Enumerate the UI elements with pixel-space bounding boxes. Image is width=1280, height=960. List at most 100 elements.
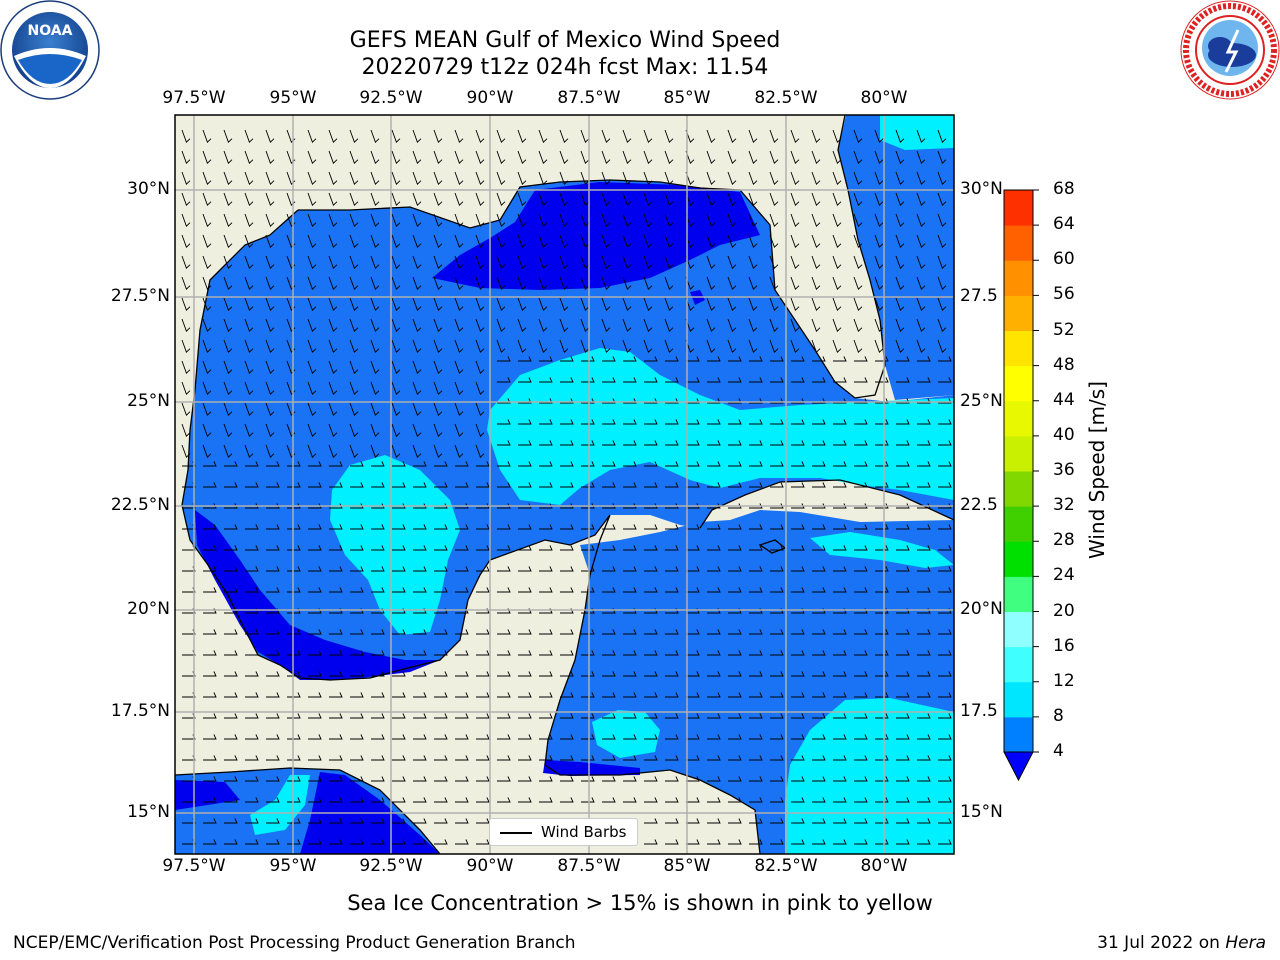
wind-barb	[518, 650, 532, 656]
wind-barb	[643, 255, 653, 270]
wind-barb	[454, 255, 464, 270]
wind-barb	[454, 171, 464, 186]
wind-barb	[832, 213, 842, 228]
wind-barb	[413, 776, 427, 782]
wind-barb	[602, 587, 616, 593]
wind-barb	[539, 461, 553, 467]
wind-barb	[853, 213, 863, 228]
wind-barb	[454, 276, 464, 291]
wind-barb	[434, 713, 448, 719]
wind-barb	[833, 398, 847, 404]
wind-barb	[707, 503, 721, 509]
wind-barb	[350, 671, 364, 677]
wind-barb	[917, 776, 931, 782]
wind-barb	[601, 255, 611, 270]
wind-barb	[917, 797, 931, 803]
wind-barb	[623, 566, 637, 572]
wind-barb	[896, 650, 910, 656]
lat-label-right: 30°N	[960, 179, 1003, 199]
wind-barb	[329, 503, 343, 509]
wind-barb	[454, 129, 464, 144]
wind-barb	[539, 377, 553, 383]
wind-barb	[727, 213, 737, 228]
wind-barb	[392, 671, 406, 677]
wind-barb	[287, 692, 301, 698]
wind-barb	[623, 377, 637, 383]
wind-barb	[560, 629, 574, 635]
wind-barb	[623, 524, 637, 530]
wind-barb	[349, 234, 359, 249]
wind-barb	[203, 524, 217, 530]
wind-barb	[601, 276, 611, 291]
wind-barb	[413, 839, 427, 845]
wind-barb	[895, 297, 905, 312]
wind-barb	[223, 234, 233, 249]
wind-barb	[266, 818, 280, 824]
wind-barb	[371, 461, 385, 467]
wind-barb	[307, 402, 317, 417]
wind-barb	[770, 776, 784, 782]
wind-barb	[602, 524, 616, 530]
wind-barb	[602, 482, 616, 488]
wind-barb	[623, 692, 637, 698]
wind-barb	[749, 650, 763, 656]
wind-barb	[202, 213, 212, 228]
wind-barb	[329, 713, 343, 719]
wind-barb	[791, 503, 805, 509]
wind-barb	[265, 360, 275, 375]
wind-barb	[643, 192, 653, 207]
wind-barb	[601, 318, 611, 333]
wind-barb	[475, 234, 485, 249]
wind-barb	[581, 587, 595, 593]
wind-barb	[433, 297, 443, 312]
wind-barb	[518, 671, 532, 677]
wind-barb	[307, 297, 317, 312]
colorbar-segment	[1004, 541, 1033, 577]
wind-barb	[454, 192, 464, 207]
colorbar-segment	[1004, 260, 1033, 296]
wind-barb	[329, 734, 343, 740]
wind-barb	[644, 356, 658, 362]
wind-barb	[602, 377, 616, 383]
wind-barb	[770, 587, 784, 593]
wind-barb	[245, 461, 259, 467]
wind-barb	[706, 192, 716, 207]
wind-barb	[329, 629, 343, 635]
wind-barb	[203, 671, 217, 677]
wind-barb	[707, 713, 721, 719]
wind-barb	[749, 587, 763, 593]
wind-zone-south-caribbean	[785, 698, 954, 854]
wind-barb	[328, 192, 338, 207]
wind-barb	[223, 297, 233, 312]
lon-label-top: 90°W	[466, 88, 514, 108]
colorbar-segment	[1004, 365, 1033, 402]
wind-barb	[832, 276, 842, 291]
wind-barb	[454, 150, 464, 165]
wind-barb	[518, 461, 532, 467]
wind-barb	[433, 192, 443, 207]
wind-barb	[392, 797, 406, 803]
wind-barb	[244, 234, 254, 249]
wind-barb	[539, 482, 553, 488]
wind-barb	[602, 692, 616, 698]
wind-barb	[223, 423, 233, 438]
colorbar-tick-label: 28	[1053, 530, 1075, 551]
wind-barb	[371, 776, 385, 782]
wind-barb	[938, 587, 952, 593]
wind-barb	[770, 713, 784, 719]
wind-barb	[602, 671, 616, 677]
wind-barb	[370, 402, 380, 417]
wind-barb	[392, 503, 406, 509]
wind-barb	[412, 255, 422, 270]
wind-barb	[644, 776, 658, 782]
lat-label-right: 27.5	[960, 286, 998, 306]
wind-barb	[854, 587, 868, 593]
wind-barb	[854, 377, 868, 383]
wind-barb	[937, 255, 947, 270]
wind-barb	[329, 839, 343, 845]
wind-barb	[391, 213, 401, 228]
wind-barb	[896, 545, 910, 551]
wind-barb	[224, 482, 238, 488]
wind-barb	[287, 503, 301, 509]
wind-barb	[454, 360, 464, 375]
